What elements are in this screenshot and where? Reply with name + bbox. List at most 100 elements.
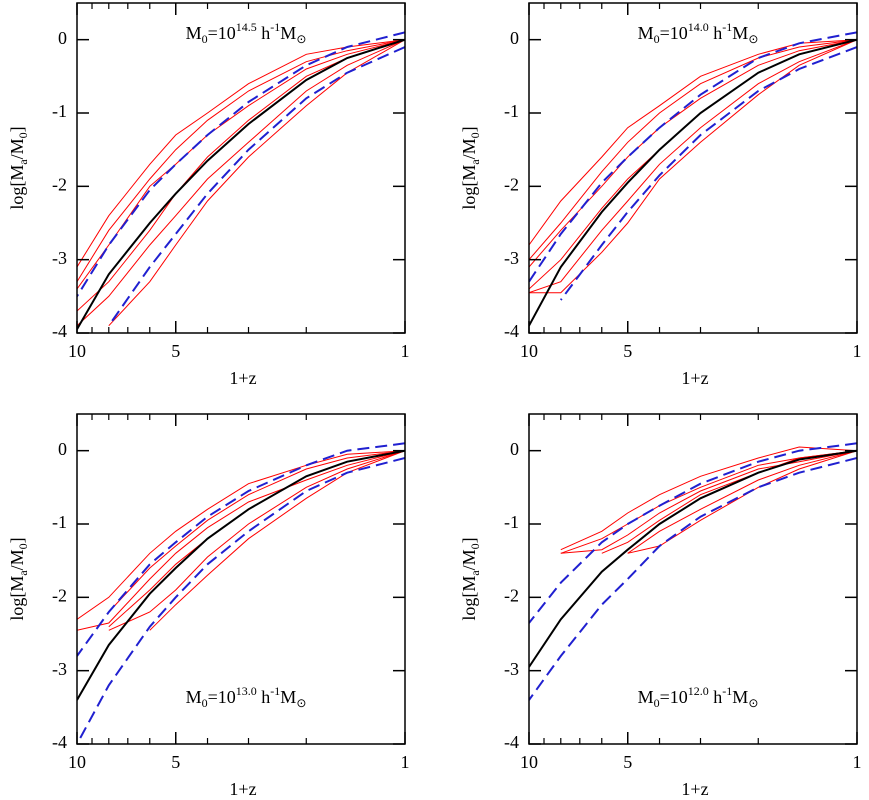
y-axis-label-part: /M bbox=[459, 138, 479, 159]
y-axis-label-part: /M bbox=[7, 549, 27, 570]
x-tick-label: 1 bbox=[853, 752, 862, 772]
trajectory bbox=[560, 450, 857, 554]
mass-annotation-part: 0 bbox=[654, 696, 660, 710]
mass-annotation-part: h bbox=[257, 687, 271, 707]
mass-annotation-part: =10 bbox=[208, 23, 236, 43]
y-tick-label: -2 bbox=[52, 174, 67, 194]
y-tick-label: -4 bbox=[52, 321, 67, 341]
mass-annotation-part: ⊙ bbox=[296, 32, 306, 46]
x-tick-label: 5 bbox=[171, 752, 180, 772]
y-axis-label-part: a bbox=[16, 570, 30, 576]
mass-annotation: M0​=1013.0​ h-1​M⊙​ bbox=[186, 684, 307, 710]
x-tick-label: 10 bbox=[68, 341, 86, 361]
y-tick-label: -3 bbox=[52, 659, 67, 679]
panel: -4-3-2-1010511+zlog[Ma​/M0​]M0​=1012.0​ … bbox=[459, 413, 862, 799]
trajectory bbox=[529, 39, 857, 261]
trajectory bbox=[77, 39, 405, 268]
plot-frame bbox=[76, 2, 406, 334]
mass-annotation-part: 0 bbox=[202, 32, 208, 46]
trajectory bbox=[108, 39, 405, 327]
y-axis-label-part: log[M bbox=[459, 576, 479, 621]
mass-annotation-part: 14.5 bbox=[236, 20, 257, 34]
dashed-line bbox=[77, 442, 405, 657]
mass-annotation-part: =10 bbox=[660, 687, 688, 707]
y-axis-label-part: ] bbox=[7, 126, 27, 132]
x-tick-label: 10 bbox=[520, 341, 538, 361]
x-tick-label: 10 bbox=[520, 752, 538, 772]
x-tick-label: 5 bbox=[171, 341, 180, 361]
plot-frame bbox=[76, 413, 406, 745]
y-tick-label: -4 bbox=[52, 732, 67, 752]
y-axis-label-part: a bbox=[468, 570, 482, 576]
y-tick-label: 0 bbox=[58, 439, 67, 459]
trajectory bbox=[560, 446, 857, 551]
mass-annotation-part: h bbox=[709, 23, 723, 43]
plot-frame bbox=[528, 413, 858, 745]
mass-annotation-part: M bbox=[638, 23, 654, 43]
mass-annotation-part: 0 bbox=[202, 696, 208, 710]
mean-line bbox=[77, 449, 405, 701]
y-tick-label: -2 bbox=[52, 585, 67, 605]
dashed-line bbox=[107, 46, 405, 327]
mass-annotation: M0​=1012.0​ h-1​M⊙​ bbox=[638, 684, 759, 710]
y-axis-label-part: 0 bbox=[16, 132, 30, 138]
mass-annotation-part: M bbox=[280, 23, 296, 43]
x-axis-label: 1+z bbox=[229, 779, 256, 799]
trajectory bbox=[77, 39, 405, 282]
mass-annotation-part: -1 bbox=[270, 20, 280, 34]
y-tick-label: 0 bbox=[510, 28, 519, 48]
x-tick-label: 5 bbox=[623, 341, 632, 361]
mass-annotation-part: M bbox=[638, 687, 654, 707]
y-tick-label: -3 bbox=[504, 659, 519, 679]
mass-annotation-part: 14.0 bbox=[688, 20, 709, 34]
y-axis-label-part: /M bbox=[7, 138, 27, 159]
mass-annotation-part: -1 bbox=[722, 20, 732, 34]
mass-annotation-part: ⊙ bbox=[748, 32, 758, 46]
mass-annotation-part: 12.0 bbox=[688, 684, 709, 698]
mass-annotation-part: M bbox=[186, 23, 202, 43]
y-tick-label: -4 bbox=[504, 321, 519, 341]
trajectory bbox=[108, 450, 405, 628]
mean-line bbox=[529, 449, 857, 668]
mass-annotation-part: h bbox=[709, 687, 723, 707]
mass-annotation-part: ⊙ bbox=[296, 696, 306, 710]
trajectory bbox=[108, 450, 405, 613]
dashed-line bbox=[529, 457, 857, 701]
trajectory bbox=[529, 39, 857, 268]
y-tick-label: -1 bbox=[504, 512, 519, 532]
y-axis-label: log[Ma​/M0​] bbox=[7, 126, 30, 209]
y-axis-label-part: log[M bbox=[7, 165, 27, 210]
trajectory bbox=[77, 450, 405, 631]
trajectory bbox=[601, 450, 857, 554]
panel: -4-3-2-1010511+zlog[Ma​/M0​]M0​=1014.0​ … bbox=[459, 2, 862, 388]
trajectory bbox=[627, 450, 857, 554]
x-tick-label: 1 bbox=[401, 752, 410, 772]
y-axis-label-part: a bbox=[16, 159, 30, 165]
y-axis-label-part: 0 bbox=[468, 132, 482, 138]
y-axis-label: log[Ma​/M0​] bbox=[459, 537, 482, 620]
mean-line bbox=[77, 38, 405, 330]
y-tick-label: 0 bbox=[510, 439, 519, 459]
y-axis-label-part: /M bbox=[459, 549, 479, 570]
x-tick-label: 10 bbox=[68, 752, 86, 772]
y-axis-label-part: 0 bbox=[16, 543, 30, 549]
mass-annotation-part: ⊙ bbox=[748, 696, 758, 710]
y-tick-label: -4 bbox=[504, 732, 519, 752]
y-tick-label: -1 bbox=[52, 101, 67, 121]
x-tick-label: 5 bbox=[623, 752, 632, 772]
mass-annotation-part: M bbox=[186, 687, 202, 707]
x-tick-label: 1 bbox=[401, 341, 410, 361]
y-tick-label: -3 bbox=[504, 248, 519, 268]
x-tick-label: 1 bbox=[853, 341, 862, 361]
plot-frame bbox=[528, 2, 858, 334]
dashed-line bbox=[529, 31, 857, 283]
mass-annotation-part: -1 bbox=[722, 684, 732, 698]
y-axis-label-part: ] bbox=[459, 537, 479, 543]
x-axis-label: 1+z bbox=[681, 779, 708, 799]
mass-annotation-part: M bbox=[280, 687, 296, 707]
trajectory bbox=[560, 450, 857, 554]
mass-annotation-part: 0 bbox=[654, 32, 660, 46]
dashed-line bbox=[529, 442, 857, 624]
mass-annotation-part: M bbox=[732, 23, 748, 43]
